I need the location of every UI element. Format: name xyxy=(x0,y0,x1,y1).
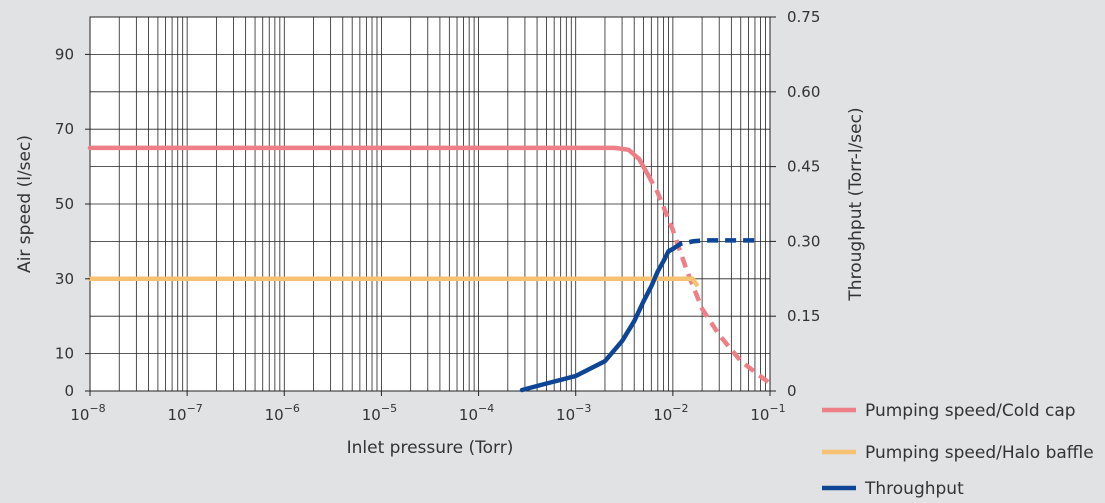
y-tick-label: 70 xyxy=(55,120,74,138)
series-dashed-pumping-speed-cold-cap xyxy=(645,173,772,386)
y2-tick-label: 0.30 xyxy=(787,232,820,250)
grid xyxy=(90,17,770,391)
y2-tick-labels: 0 0.15 0.30 0.45 0.60 0.75 xyxy=(770,8,820,400)
series-dashed-pumping-speed-halo-baffle xyxy=(690,277,700,288)
y-tick-label: 10 xyxy=(55,345,74,363)
x-tick-label: 10−2 xyxy=(653,402,688,424)
x-tick-label: 10−6 xyxy=(265,402,300,424)
x-tick-label: 10−7 xyxy=(167,402,202,424)
y-tick-label: 90 xyxy=(55,45,74,63)
x-tick-label: 10−5 xyxy=(362,402,397,424)
y2-tick-label: 0.15 xyxy=(787,307,820,325)
x-tick-labels: 10−8 10−7 10−6 10−5 10−4 10−3 10−2 10−1 xyxy=(70,391,786,424)
x-axis-label: Inlet pressure (Torr) xyxy=(347,438,514,458)
series-line-pumping-speed-cold-cap xyxy=(87,145,650,177)
x-tick-label: 10−3 xyxy=(556,402,591,424)
y2-tick-label: 0.45 xyxy=(787,158,820,176)
y2-tick-label: 0.75 xyxy=(787,8,820,26)
y2-axis-label: Throughput (Torr-l/sec) xyxy=(846,107,866,301)
y-axis-label: Air speed (l/sec) xyxy=(15,135,35,273)
legend-label: Throughput xyxy=(864,479,964,499)
legend-label: Pumping speed/Halo baffle xyxy=(865,443,1094,463)
y-tick-label: 0 xyxy=(64,382,74,400)
y-tick-label: 50 xyxy=(55,195,74,213)
x-tick-label: 10−1 xyxy=(750,402,785,424)
series-group xyxy=(87,145,772,393)
x-tick-label: 10−4 xyxy=(459,402,494,424)
y2-tick-label: 0 xyxy=(787,382,797,400)
legend-label: Pumping speed/Cold cap xyxy=(865,401,1076,421)
y-tick-label: 30 xyxy=(55,270,74,288)
y-tick-labels: 0 10 30 50 70 90 xyxy=(55,45,90,400)
y2-tick-label: 0.60 xyxy=(787,83,820,101)
series-dashed-throughput xyxy=(671,238,761,251)
legend: Pumping speed/Cold cap Pumping speed/Halo… xyxy=(822,401,1094,499)
x-tick-label: 10−8 xyxy=(70,402,105,424)
series-line-throughput xyxy=(519,246,676,393)
